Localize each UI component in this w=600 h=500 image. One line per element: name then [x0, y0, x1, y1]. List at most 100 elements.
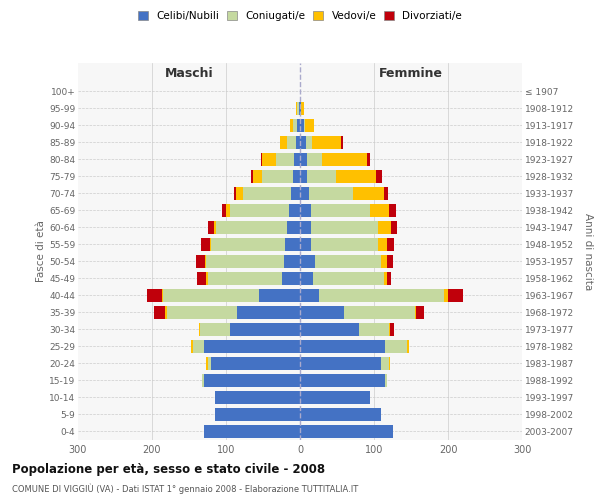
Bar	[280, 136, 287, 149]
Bar	[208, 221, 214, 234]
Bar	[300, 357, 382, 370]
Bar	[281, 272, 300, 285]
Legend: Celibi/Nubili, Coniugati/e, Vedovi/e, Divorziati/e: Celibi/Nubili, Coniugati/e, Vedovi/e, Di…	[136, 9, 464, 24]
Bar	[163, 289, 259, 302]
Bar	[383, 272, 388, 285]
Bar	[204, 340, 300, 353]
Bar	[262, 153, 275, 166]
Bar	[237, 306, 300, 319]
Bar	[202, 374, 204, 387]
Bar	[376, 170, 382, 183]
Bar	[206, 357, 208, 370]
Bar	[196, 255, 205, 268]
Bar	[154, 306, 166, 319]
Bar	[304, 119, 305, 132]
Bar	[223, 204, 226, 217]
Bar	[388, 272, 391, 285]
Bar	[294, 153, 300, 166]
Text: Maschi: Maschi	[164, 67, 214, 80]
Bar	[299, 102, 300, 115]
Bar	[444, 289, 448, 302]
Bar	[211, 357, 300, 370]
Bar	[215, 408, 300, 421]
Bar	[297, 119, 300, 132]
Bar	[306, 136, 312, 149]
Y-axis label: Fasce di età: Fasce di età	[36, 220, 46, 282]
Bar	[307, 170, 335, 183]
Bar	[300, 102, 301, 115]
Bar	[313, 272, 383, 285]
Bar	[353, 187, 385, 200]
Bar	[296, 102, 297, 115]
Bar	[300, 340, 385, 353]
Bar	[378, 238, 386, 251]
Bar	[344, 306, 415, 319]
Bar	[300, 238, 311, 251]
Text: COMUNE DI VIGGIÙ (VA) - Dati ISTAT 1° gennaio 2008 - Elaborazione TUTTITALIA.IT: COMUNE DI VIGGIÙ (VA) - Dati ISTAT 1° ge…	[12, 484, 358, 494]
Bar	[319, 289, 444, 302]
Bar	[251, 170, 253, 183]
Bar	[391, 221, 397, 234]
Bar	[193, 340, 204, 353]
Bar	[300, 170, 307, 183]
Bar	[206, 255, 284, 268]
Bar	[300, 221, 311, 234]
Bar	[215, 391, 300, 404]
Bar	[300, 425, 392, 438]
Bar	[300, 187, 309, 200]
Bar	[297, 102, 299, 115]
Bar	[214, 221, 217, 234]
Bar	[204, 425, 300, 438]
Bar	[300, 204, 311, 217]
Bar	[166, 306, 167, 319]
Bar	[359, 323, 389, 336]
Bar	[385, 187, 388, 200]
Bar	[300, 119, 304, 132]
Bar	[300, 323, 359, 336]
Bar	[305, 119, 314, 132]
Bar	[415, 306, 416, 319]
Bar	[300, 374, 385, 387]
Bar	[191, 340, 193, 353]
Bar	[287, 221, 300, 234]
Bar	[230, 323, 300, 336]
Bar	[293, 170, 300, 183]
Bar	[204, 374, 300, 387]
Y-axis label: Anni di nascita: Anni di nascita	[583, 212, 593, 290]
Bar	[206, 272, 208, 285]
Bar	[300, 306, 344, 319]
Bar	[382, 357, 389, 370]
Bar	[161, 289, 163, 302]
Bar	[301, 102, 304, 115]
Bar	[293, 119, 297, 132]
Bar	[201, 238, 210, 251]
Bar	[262, 170, 293, 183]
Bar	[210, 238, 211, 251]
Bar	[367, 153, 370, 166]
Bar	[147, 289, 161, 302]
Bar	[230, 204, 289, 217]
Bar	[407, 340, 409, 353]
Bar	[300, 289, 319, 302]
Bar	[234, 187, 236, 200]
Bar	[385, 374, 386, 387]
Bar	[285, 238, 300, 251]
Bar	[275, 153, 294, 166]
Bar	[243, 187, 291, 200]
Bar	[217, 221, 287, 234]
Bar	[197, 272, 206, 285]
Bar	[287, 136, 296, 149]
Bar	[261, 153, 262, 166]
Bar	[290, 119, 293, 132]
Bar	[300, 272, 313, 285]
Bar	[300, 136, 306, 149]
Bar	[448, 289, 463, 302]
Bar	[211, 238, 285, 251]
Bar	[416, 306, 424, 319]
Bar	[341, 136, 343, 149]
Bar	[388, 255, 393, 268]
Text: Femmine: Femmine	[379, 67, 443, 80]
Bar	[386, 238, 394, 251]
Bar	[300, 153, 307, 166]
Bar	[300, 255, 315, 268]
